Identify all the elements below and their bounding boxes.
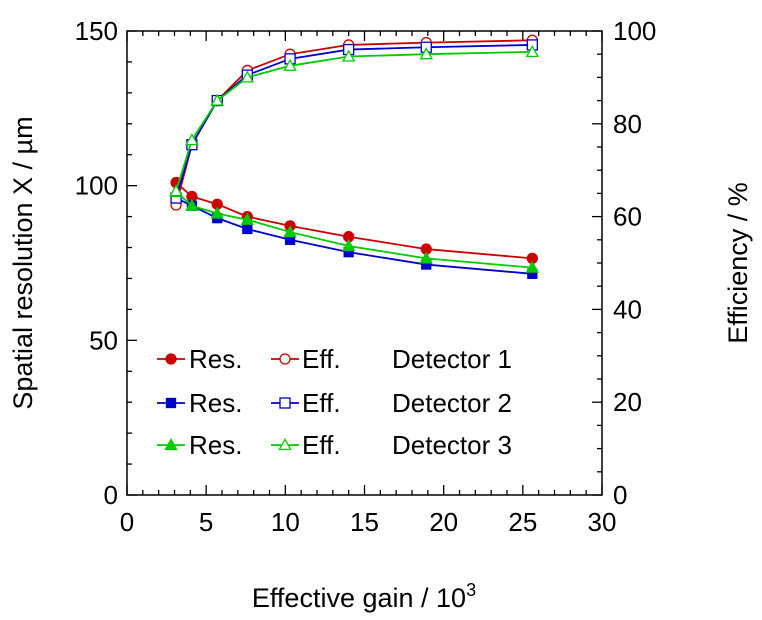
data-point (185, 198, 199, 211)
data-point (419, 251, 433, 264)
legend-detector-label: Detector 2 (392, 388, 512, 418)
legend-eff-marker (278, 438, 292, 451)
y-left-tick-label: 100 (75, 171, 118, 201)
axis-ticks (126, 30, 603, 496)
data-point (240, 212, 255, 225)
legend-res-label: Res. (189, 344, 242, 374)
legend-eff-label: Eff. (302, 430, 341, 460)
y-axis-left-label: Spatial resolution X / µm (8, 116, 38, 409)
legend-row-3: Res. Eff. Detector 3 (157, 430, 512, 460)
legend-eff-marker (279, 397, 291, 409)
series-layer (169, 34, 540, 279)
y-left-tick-label: 0 (104, 480, 118, 510)
data-point (419, 47, 433, 60)
legend-detector-label: Detector 1 (392, 344, 512, 374)
series-eff-4 (170, 39, 538, 204)
y-left-tick-label: 150 (75, 16, 118, 46)
legend-detector-label: Detector 3 (392, 430, 512, 460)
x-axis-label: Effective gain / 103 (252, 580, 476, 613)
data-point (185, 133, 199, 146)
series-line (175, 39, 533, 206)
x-tick-label: 25 (508, 507, 537, 537)
legend-res-marker (165, 397, 177, 409)
legend-res-marker (165, 353, 177, 365)
data-point (210, 206, 224, 219)
legend-res-label: Res. (189, 388, 242, 418)
series-line (175, 44, 533, 199)
x-tick-label: 0 (120, 507, 134, 537)
data-point (283, 225, 297, 238)
y-right-tick-label: 40 (613, 294, 642, 324)
x-tick-label: 20 (429, 507, 458, 537)
x-tick-label: 10 (271, 507, 300, 537)
y-right-tick-label: 60 (613, 202, 642, 232)
y-right-tick-label: 20 (613, 387, 642, 417)
data-point (169, 184, 183, 197)
series-res-5 (169, 184, 540, 273)
x-tick-label: 5 (199, 507, 213, 537)
data-point (341, 49, 356, 62)
y-axis-right-label: Efficiency / % (723, 182, 753, 344)
legend-res-marker (164, 438, 178, 451)
data-point (341, 239, 356, 252)
data-point (242, 223, 253, 235)
series-line (175, 50, 533, 192)
series-eff-6 (169, 44, 540, 197)
series-line (175, 191, 533, 269)
data-point (283, 58, 297, 71)
y-right-tick-label: 80 (613, 109, 642, 139)
legend-eff-label: Eff. (302, 344, 341, 374)
y-right-tick-label: 100 (613, 16, 656, 46)
data-point (525, 44, 540, 58)
data-point (210, 93, 224, 106)
x-tick-label: 30 (588, 507, 617, 537)
data-point (240, 70, 255, 83)
data-point (525, 260, 540, 273)
y-left-tick-label: 50 (89, 325, 118, 355)
legend-eff-label: Eff. (302, 388, 341, 418)
x-tick-label: 15 (350, 507, 379, 537)
y-right-tick-label: 0 (613, 480, 627, 510)
legend-eff-marker (279, 353, 291, 365)
legend-res-label: Res. (189, 430, 242, 460)
legend-row-1: Res. Eff. Detector 1 (157, 344, 512, 374)
legend-row-2: Res. Eff. Detector 2 (157, 388, 512, 418)
